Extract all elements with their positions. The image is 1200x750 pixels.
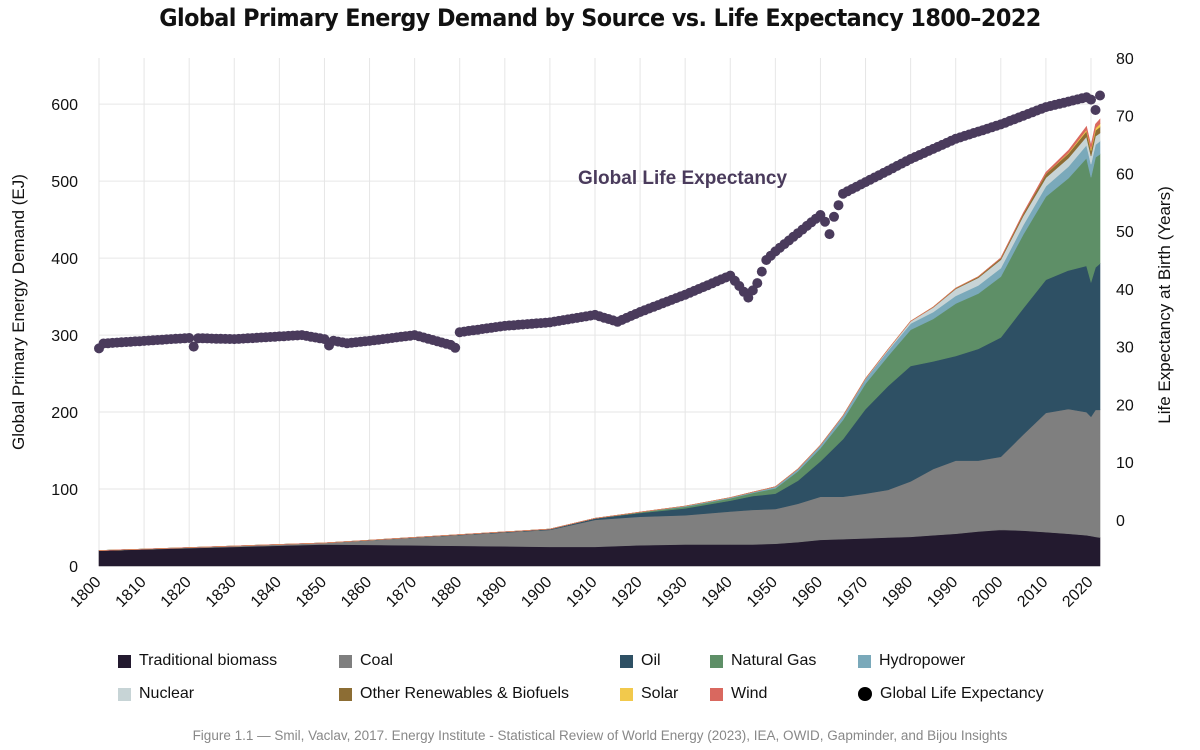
x-tick-label: 1810 — [113, 574, 150, 611]
legend-swatch — [118, 687, 131, 701]
life-expectancy-point — [743, 292, 754, 303]
x-tick-label: 2020 — [1059, 574, 1096, 611]
y2-tick-label: 30 — [1116, 340, 1134, 357]
life-expectancy-point — [184, 333, 195, 343]
x-tick-label: 1830 — [203, 574, 240, 611]
figure-caption: Figure 1.1 — Smil, Vaclav, 2017. Energy … — [192, 728, 1008, 743]
legend-swatch — [339, 687, 352, 701]
legend-swatch — [710, 654, 723, 668]
life-expectancy-point — [824, 229, 835, 240]
x-tick-label: 1860 — [338, 574, 375, 611]
x-tick-label: 1990 — [924, 574, 961, 611]
x-tick-label: 1930 — [654, 574, 691, 611]
x-tick-label: 1890 — [473, 574, 510, 611]
life-expectancy-point — [1095, 90, 1105, 101]
x-tick-label: 1870 — [383, 574, 420, 611]
legend-item-other-renewables-biofuels: Other Renewables & Biofuels — [339, 685, 569, 703]
x-tick-label: 1940 — [699, 574, 736, 611]
legend-item-coal: Coal — [339, 652, 393, 670]
legend-label: Global Life Expectancy — [880, 685, 1044, 702]
stacked-area-layer — [98, 118, 1101, 567]
y-tick-label: 500 — [51, 174, 78, 191]
life-expectancy-points — [94, 90, 1105, 354]
x-tick-label: 1840 — [248, 574, 285, 611]
legend-item-global-life-expectancy: Global Life Expectancy — [858, 685, 1044, 703]
x-tick-label: 1850 — [293, 574, 330, 611]
y-tick-label: 200 — [51, 405, 78, 422]
legend-label: Wind — [731, 685, 768, 702]
x-tick-label: 1980 — [879, 574, 916, 611]
legend-swatch — [620, 654, 633, 668]
legend-item-wind: Wind — [710, 685, 767, 703]
life-expectancy-point — [1086, 94, 1096, 105]
life-expectancy-point — [820, 216, 830, 227]
legend: Traditional biomass Coal Oil Natural Gas Hyd… — [0, 644, 1200, 714]
y-tick-label: 300 — [51, 328, 78, 345]
legend-label: Other Renewables & Biofuels — [360, 685, 569, 702]
y2-tick-label: 60 — [1116, 166, 1134, 183]
life-expectancy-point — [188, 341, 199, 352]
life-expectancy-point — [756, 266, 767, 277]
legend-item-traditional-biomass: Traditional biomass — [118, 652, 277, 670]
legend-label: Hydropower — [879, 652, 966, 669]
legend-item-hydropower: Hydropower — [858, 652, 965, 670]
life-expectancy-point — [752, 278, 763, 289]
y2-tick-label: 40 — [1116, 282, 1134, 299]
legend-item-solar: Solar — [620, 685, 678, 703]
legend-item-oil: Oil — [620, 652, 661, 670]
x-tick-label: 1820 — [158, 574, 195, 611]
legend-item-nuclear: Nuclear — [118, 685, 194, 703]
life-expectancy-point — [833, 200, 844, 211]
legend-swatch — [118, 654, 131, 668]
x-tick-label: 2000 — [969, 574, 1006, 611]
area-wind — [98, 118, 1101, 551]
x-tick-label: 1880 — [428, 574, 465, 611]
x-tick-label: 1910 — [563, 574, 600, 611]
y2-tick-label: 80 — [1116, 51, 1134, 68]
y2-tick-label: 0 — [1116, 513, 1125, 530]
x-tick-label: 1920 — [609, 574, 646, 611]
legend-swatch — [339, 654, 352, 668]
legend-swatch — [710, 687, 723, 701]
x-tick-label: 2010 — [1014, 574, 1051, 611]
legend-item-natural-gas: Natural Gas — [710, 652, 816, 670]
legend-swatch — [858, 654, 871, 668]
life-expectancy-point — [829, 211, 839, 222]
life-expectancy-point — [450, 342, 461, 353]
life-expectancy-annotation: Global Life Expectancy — [578, 168, 787, 189]
legend-label: Natural Gas — [731, 652, 817, 669]
legend-label: Solar — [641, 685, 679, 702]
legend-label: Coal — [360, 652, 393, 669]
y2-tick-label: 70 — [1116, 109, 1134, 126]
y2-tick-label: 50 — [1116, 224, 1134, 241]
life-expectancy-point — [1090, 105, 1101, 115]
y2-tick-label: 20 — [1116, 397, 1134, 414]
chart-title: Global Primary Energy Demand by Source v… — [159, 4, 1041, 32]
life-expectancy-point — [747, 285, 758, 296]
x-tick-label: 1970 — [834, 574, 871, 611]
x-tick-label: 1900 — [518, 574, 555, 611]
y-tick-label: 600 — [51, 97, 78, 114]
x-tick-label: 1960 — [789, 574, 826, 611]
x-tick-label: 1950 — [744, 574, 781, 611]
legend-swatch — [858, 687, 872, 701]
x-tick-label: 1800 — [67, 574, 104, 611]
legend-label: Traditional biomass — [139, 652, 278, 669]
legend-label: Oil — [641, 652, 661, 669]
y-tick-label: 100 — [51, 482, 78, 499]
y-axis-right-title: Life Expectancy at Birth (Years) — [1155, 186, 1174, 424]
legend-label: Nuclear — [139, 685, 195, 702]
legend-swatch — [620, 687, 633, 701]
y-tick-label: 400 — [51, 251, 78, 268]
y-tick-label: 0 — [69, 559, 78, 576]
y2-tick-label: 10 — [1116, 455, 1134, 472]
y-axis-left-title: Global Primary Energy Demand (EJ) — [9, 174, 28, 450]
